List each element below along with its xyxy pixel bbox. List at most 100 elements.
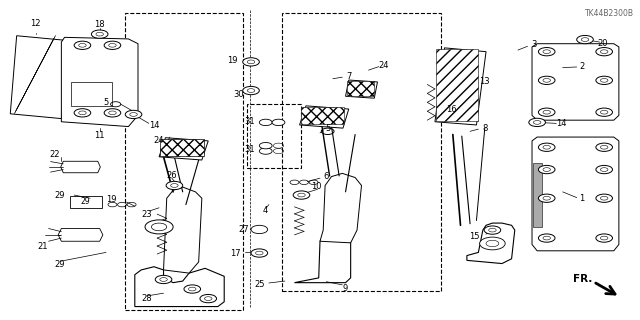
Bar <box>161 139 204 156</box>
Text: 31: 31 <box>244 145 255 154</box>
Circle shape <box>251 249 268 257</box>
Text: 29: 29 <box>55 260 65 269</box>
Circle shape <box>92 30 108 38</box>
Polygon shape <box>532 44 619 120</box>
Text: 24: 24 <box>379 60 389 69</box>
Circle shape <box>596 108 612 116</box>
Polygon shape <box>320 173 362 243</box>
Polygon shape <box>159 138 208 160</box>
Text: 17: 17 <box>230 249 241 258</box>
Circle shape <box>538 165 555 174</box>
Circle shape <box>200 294 216 303</box>
Text: 14: 14 <box>556 119 566 129</box>
Circle shape <box>145 220 173 234</box>
Circle shape <box>243 86 259 95</box>
Circle shape <box>251 225 268 234</box>
Polygon shape <box>135 267 224 307</box>
Text: 30: 30 <box>233 90 244 99</box>
Text: 11: 11 <box>95 131 105 140</box>
Text: FR.: FR. <box>573 275 593 284</box>
Circle shape <box>104 109 121 117</box>
Circle shape <box>538 234 555 242</box>
Polygon shape <box>61 161 100 173</box>
Polygon shape <box>164 187 202 273</box>
Polygon shape <box>532 137 619 251</box>
Text: 3: 3 <box>531 40 536 49</box>
Circle shape <box>272 119 285 125</box>
Bar <box>347 81 374 96</box>
Text: 12: 12 <box>31 20 41 28</box>
Polygon shape <box>294 234 351 283</box>
Circle shape <box>596 165 612 174</box>
Circle shape <box>125 110 142 119</box>
Text: 10: 10 <box>312 182 322 191</box>
Circle shape <box>166 181 182 190</box>
Circle shape <box>74 109 91 117</box>
Circle shape <box>104 41 121 50</box>
Text: 20: 20 <box>597 39 607 48</box>
Text: 7: 7 <box>346 72 351 81</box>
Polygon shape <box>61 37 138 126</box>
Circle shape <box>538 48 555 56</box>
Text: 29: 29 <box>55 190 65 200</box>
Text: 6: 6 <box>324 172 329 181</box>
Circle shape <box>538 143 555 151</box>
Bar <box>532 163 542 227</box>
Bar <box>125 13 243 310</box>
Text: 21: 21 <box>37 242 47 251</box>
Text: 2: 2 <box>579 62 584 71</box>
Text: 23: 23 <box>141 210 152 219</box>
Text: 13: 13 <box>479 77 490 86</box>
Polygon shape <box>346 80 378 98</box>
Circle shape <box>538 76 555 84</box>
Text: 19: 19 <box>227 56 237 65</box>
Circle shape <box>259 119 272 125</box>
Text: 26: 26 <box>166 172 177 180</box>
Circle shape <box>479 237 505 250</box>
Circle shape <box>596 76 612 84</box>
Polygon shape <box>435 48 486 125</box>
Bar <box>282 13 442 291</box>
Circle shape <box>529 118 545 126</box>
Circle shape <box>596 194 612 202</box>
Circle shape <box>596 143 612 151</box>
Bar <box>70 196 102 208</box>
Text: 19: 19 <box>106 195 116 204</box>
Circle shape <box>259 148 272 154</box>
Circle shape <box>259 142 272 149</box>
Circle shape <box>538 108 555 116</box>
Text: 27: 27 <box>238 225 249 234</box>
Text: 16: 16 <box>445 105 456 114</box>
Circle shape <box>156 275 172 284</box>
Circle shape <box>243 58 259 66</box>
Text: 15: 15 <box>469 232 480 241</box>
Text: 24: 24 <box>154 136 164 145</box>
Text: 1: 1 <box>579 194 584 203</box>
Bar <box>246 104 301 168</box>
Circle shape <box>596 234 612 242</box>
Circle shape <box>484 226 500 234</box>
Text: 4: 4 <box>263 206 268 215</box>
Text: 8: 8 <box>482 124 488 132</box>
Text: 5: 5 <box>325 124 330 133</box>
Circle shape <box>538 194 555 202</box>
Text: 18: 18 <box>94 20 105 29</box>
Polygon shape <box>467 223 515 264</box>
Text: 29: 29 <box>81 197 90 206</box>
Text: 5: 5 <box>104 98 109 107</box>
Circle shape <box>74 41 91 50</box>
Polygon shape <box>58 228 103 241</box>
Bar <box>436 49 477 121</box>
Text: 14: 14 <box>148 121 159 130</box>
Text: 25: 25 <box>254 280 264 289</box>
Circle shape <box>596 48 612 56</box>
Circle shape <box>184 285 200 293</box>
Text: TK44B2300B: TK44B2300B <box>585 9 634 18</box>
Text: 9: 9 <box>343 284 348 292</box>
Circle shape <box>577 36 593 44</box>
Text: 28: 28 <box>141 294 152 303</box>
Polygon shape <box>300 106 349 128</box>
Bar <box>301 107 344 124</box>
Polygon shape <box>10 36 68 119</box>
Circle shape <box>293 191 310 199</box>
